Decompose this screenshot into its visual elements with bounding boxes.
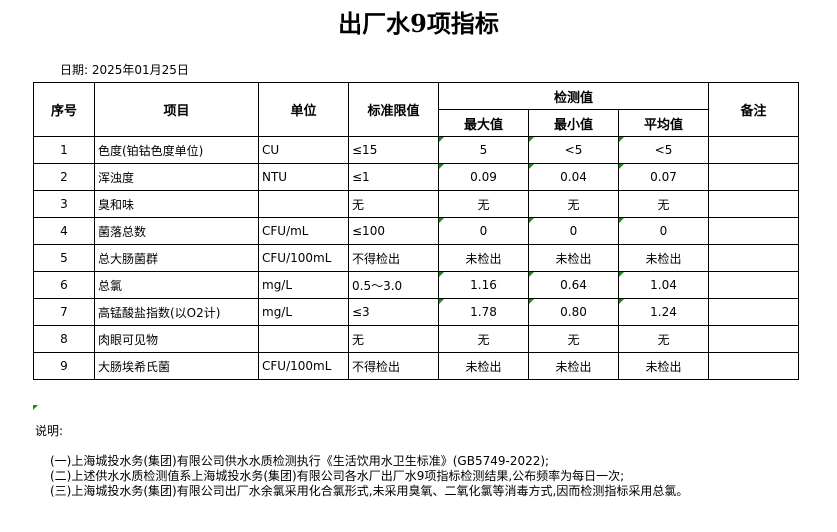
table-row: 5 总大肠菌群 CFU/100mL 不得检出 未检出 未检出 未检出 bbox=[33, 244, 799, 272]
cell-unit: CFU/100mL bbox=[258, 244, 349, 272]
cell-limit: 不得检出 bbox=[348, 352, 439, 380]
cell-item: 大肠埃希氏菌 bbox=[94, 352, 259, 380]
cell-unit: NTU bbox=[258, 163, 349, 191]
cell-min: 未检出 bbox=[528, 352, 619, 380]
cell-limit: ≤100 bbox=[348, 217, 439, 245]
cell-unit: CU bbox=[258, 136, 349, 164]
note-item: (三)上海城投水务(集团)有限公司出厂水余氯采用化合氯形式,未采用臭氧、二氧化氯… bbox=[50, 484, 689, 498]
cell-remark bbox=[708, 271, 799, 299]
report-date: 日期: 2025年01月25日 bbox=[60, 63, 189, 77]
cell-avg: 0 bbox=[618, 217, 709, 245]
cell-avg: 无 bbox=[618, 325, 709, 353]
cell-no: 7 bbox=[33, 298, 95, 326]
table-row: 7 高锰酸盐指数(以O2计) mg/L ≤3 1.78 0.80 1.24 bbox=[33, 298, 799, 326]
cell-min: 无 bbox=[528, 325, 619, 353]
cell-min: 0.04 bbox=[528, 163, 619, 191]
header-measured: 检测值 bbox=[438, 82, 709, 110]
cell-unit bbox=[258, 190, 349, 218]
cell-limit: 无 bbox=[348, 325, 439, 353]
cell-item: 浑浊度 bbox=[94, 163, 259, 191]
cell-avg: 未检出 bbox=[618, 244, 709, 272]
header-min: 最小值 bbox=[528, 109, 619, 137]
cell-limit: 无 bbox=[348, 190, 439, 218]
cell-min: 0 bbox=[528, 217, 619, 245]
cell-min: 0.80 bbox=[528, 298, 619, 326]
cell-max: 5 bbox=[438, 136, 529, 164]
cell-max: 无 bbox=[438, 325, 529, 353]
note-item: (一)上海城投水务(集团)有限公司供水水质检测执行《生活饮用水卫生标准》(GB5… bbox=[50, 454, 550, 468]
cell-marker bbox=[33, 405, 38, 410]
cell-avg: 未检出 bbox=[618, 352, 709, 380]
cell-limit: ≤15 bbox=[348, 136, 439, 164]
cell-unit: CFU/mL bbox=[258, 217, 349, 245]
cell-min: <5 bbox=[528, 136, 619, 164]
cell-item: 总大肠菌群 bbox=[94, 244, 259, 272]
cell-min: 0.64 bbox=[528, 271, 619, 299]
cell-limit: ≤1 bbox=[348, 163, 439, 191]
cell-remark bbox=[708, 298, 799, 326]
cell-item: 肉眼可见物 bbox=[94, 325, 259, 353]
header-max: 最大值 bbox=[438, 109, 529, 137]
note-item: (二)上述供水水质检测值系上海城投水务(集团)有限公司各水厂出厂水9项指标检测结… bbox=[50, 469, 625, 483]
cell-remark bbox=[708, 190, 799, 218]
cell-avg: 0.07 bbox=[618, 163, 709, 191]
cell-unit: mg/L bbox=[258, 271, 349, 299]
cell-remark bbox=[708, 325, 799, 353]
notes: 说明: (一)上海城投水务(集团)有限公司供水水质检测执行《生活饮用水卫生标准》… bbox=[35, 424, 688, 499]
cell-no: 6 bbox=[33, 271, 95, 299]
cell-item: 菌落总数 bbox=[94, 217, 259, 245]
table-row: 9 大肠埃希氏菌 CFU/100mL 不得检出 未检出 未检出 未检出 bbox=[33, 352, 799, 380]
cell-limit: ≤3 bbox=[348, 298, 439, 326]
table-row: 3 臭和味无无无无 bbox=[33, 190, 799, 218]
cell-no: 8 bbox=[33, 325, 95, 353]
table-row: 6 总氯 mg/L 0.5～3.0 1.16 0.64 1.04 bbox=[33, 271, 799, 299]
cell-item: 高锰酸盐指数(以O2计) bbox=[94, 298, 259, 326]
cell-max: 未检出 bbox=[438, 244, 529, 272]
cell-max: 1.78 bbox=[438, 298, 529, 326]
cell-max: 0.09 bbox=[438, 163, 529, 191]
cell-item: 臭和味 bbox=[94, 190, 259, 218]
table-row: 2 浑浊度 NTU ≤1 0.09 0.04 0.07 bbox=[33, 163, 799, 191]
cell-min: 无 bbox=[528, 190, 619, 218]
header-unit: 单位 bbox=[258, 82, 349, 137]
header-no: 序号 bbox=[33, 82, 95, 137]
cell-item: 色度(铂钴色度单位) bbox=[94, 136, 259, 164]
cell-remark bbox=[708, 244, 799, 272]
notes-label: 说明: bbox=[35, 424, 64, 438]
water-quality-table: 序号 项目 单位 标准限值 检测值 备注 最大值 最小值 平均值 1 色度(铂钴色… bbox=[33, 82, 799, 380]
table-row: 1 色度(铂钴色度单位) CU ≤15 5 <5 <5 bbox=[33, 136, 799, 164]
cell-no: 1 bbox=[33, 136, 95, 164]
cell-avg: <5 bbox=[618, 136, 709, 164]
cell-remark bbox=[708, 352, 799, 380]
cell-min: 未检出 bbox=[528, 244, 619, 272]
cell-remark bbox=[708, 163, 799, 191]
cell-no: 9 bbox=[33, 352, 95, 380]
cell-max: 1.16 bbox=[438, 271, 529, 299]
table-row: 8 肉眼可见物无无无无 bbox=[33, 325, 799, 353]
cell-max: 无 bbox=[438, 190, 529, 218]
cell-avg: 1.24 bbox=[618, 298, 709, 326]
cell-limit: 不得检出 bbox=[348, 244, 439, 272]
header-remark: 备注 bbox=[708, 82, 799, 137]
cell-max: 未检出 bbox=[438, 352, 529, 380]
cell-avg: 无 bbox=[618, 190, 709, 218]
cell-max: 0 bbox=[438, 217, 529, 245]
cell-unit bbox=[258, 325, 349, 353]
cell-unit: mg/L bbox=[258, 298, 349, 326]
header-item: 项目 bbox=[94, 82, 259, 137]
cell-unit: CFU/100mL bbox=[258, 352, 349, 380]
cell-remark bbox=[708, 136, 799, 164]
cell-no: 4 bbox=[33, 217, 95, 245]
header-limit: 标准限值 bbox=[348, 82, 439, 137]
page-title: 出厂水9项指标 bbox=[338, 9, 499, 38]
cell-no: 2 bbox=[33, 163, 95, 191]
header-avg: 平均值 bbox=[618, 109, 709, 137]
cell-no: 5 bbox=[33, 244, 95, 272]
cell-remark bbox=[708, 217, 799, 245]
cell-item: 总氯 bbox=[94, 271, 259, 299]
table-row: 4 菌落总数 CFU/mL ≤100 0 0 0 bbox=[33, 217, 799, 245]
cell-avg: 1.04 bbox=[618, 271, 709, 299]
cell-no: 3 bbox=[33, 190, 95, 218]
cell-limit: 0.5～3.0 bbox=[348, 271, 439, 299]
